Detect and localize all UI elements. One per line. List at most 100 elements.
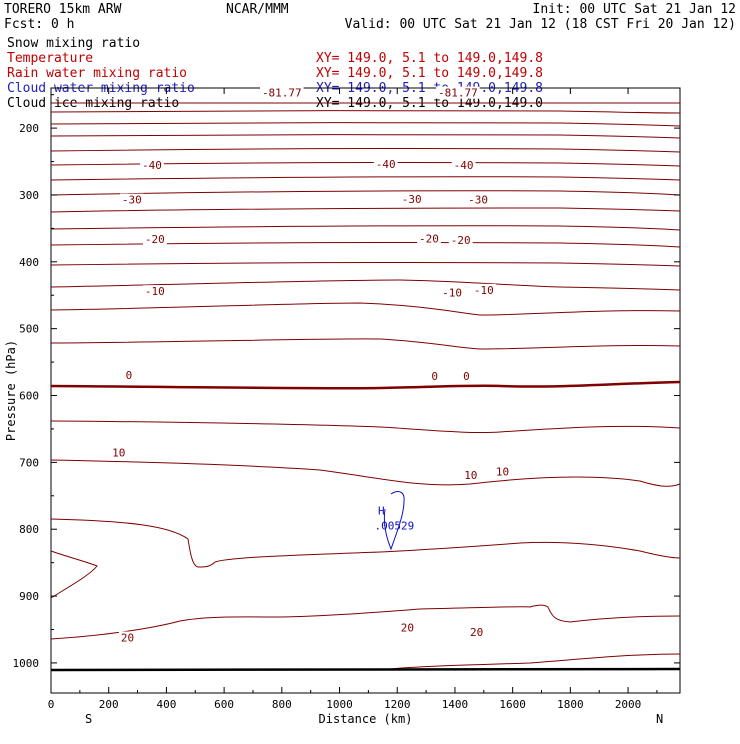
contour-label-bg	[373, 158, 398, 171]
init-time: Init: 00 UTC Sat 21 Jan 12	[533, 2, 737, 17]
isotherm-m20	[50, 262, 681, 267]
cloud-water-max-value: .00529	[374, 519, 414, 532]
isotherm-0	[50, 380, 681, 390]
contour-label-bg	[448, 233, 473, 246]
isotherm-p20	[50, 604, 681, 640]
contour-labels: -40 -40 -40 -30 -30 -30 -20 -20 -20 -10 -10 -10 0 0 0 1…	[110, 86, 512, 645]
contour-label-bg	[123, 368, 135, 381]
isotherm-label: 10	[496, 466, 509, 479]
isotherm-p25	[389, 653, 681, 670]
isotherm-p05	[50, 420, 681, 434]
isotherm-m50	[50, 176, 681, 181]
forecast-hour: Fcst: 0 h	[4, 17, 74, 32]
isotherm-label: -30	[122, 194, 142, 207]
south-label: S	[85, 712, 92, 726]
x-tick-label: 2000	[615, 698, 642, 711]
isotherm-label: -20	[451, 234, 471, 247]
isotherm-label: 0	[126, 369, 133, 382]
north-label: N	[656, 712, 663, 726]
axes: 0 200 400 600 800 1000 1200 1400 1600 1800 2000200…	[4, 88, 680, 726]
field-label: Snow mixing ratio	[7, 36, 140, 51]
isotherm-label: -10	[474, 284, 494, 297]
isotherm-label: -40	[142, 159, 162, 172]
y-tick-label: 200	[19, 122, 39, 135]
isotherm-m70a	[50, 122, 681, 127]
isotherm-p18-loop	[50, 550, 98, 599]
x-tick-label: 1000	[326, 698, 353, 711]
x-tick-label: 600	[214, 698, 234, 711]
org-title: NCAR/MMM	[226, 2, 289, 17]
x-tick-label: 1200	[384, 698, 411, 711]
contour-label-bg	[436, 86, 480, 99]
isotherm-p15	[50, 518, 681, 568]
contour-label-bg	[461, 370, 472, 383]
isotherm-label: -81.77	[438, 87, 478, 100]
isotherm-label: 10	[112, 446, 125, 459]
y-tick-label: 800	[19, 523, 39, 536]
field-label: Rain water mixing ratio	[7, 66, 187, 81]
x-tick-label: 1600	[499, 698, 526, 711]
cloud-water-max-marker: H	[378, 504, 385, 517]
model-title: TORERO 15km ARW	[4, 2, 122, 17]
field-label: Temperature	[7, 51, 93, 66]
contour-label-bg	[140, 158, 164, 171]
isotherm-m60	[50, 148, 681, 153]
isotherm-label: -10	[145, 285, 165, 298]
isotherm-m70b	[50, 134, 681, 139]
y-tick-label: 700	[19, 456, 39, 469]
contour-label-bg	[119, 193, 144, 206]
contour-label-bg	[471, 283, 496, 296]
contour-label-bg	[451, 158, 476, 171]
ground-surface-line	[50, 667, 681, 672]
isotherm-label: -30	[468, 194, 488, 207]
isotherm-m35	[50, 207, 681, 213]
contour-label-bg	[260, 86, 304, 99]
contour-label-bg	[493, 465, 512, 478]
isotherm-m30	[50, 225, 681, 231]
contour-label-bg	[399, 192, 424, 205]
contour-label-bg	[142, 233, 167, 246]
isotherm-p10	[50, 459, 681, 487]
isotherm-label: 20	[401, 621, 414, 634]
x-tick-label: 800	[272, 698, 292, 711]
cloud-water-contour	[383, 491, 405, 551]
y-tick-label: 900	[19, 590, 39, 603]
contour-label-bg	[462, 469, 480, 482]
isotherm-label: 0	[463, 370, 470, 383]
isotherm-label: 10	[464, 469, 477, 482]
y-tick-label: 400	[19, 256, 39, 269]
valid-time: Valid: 00 UTC Sat 21 Jan 12 (18 CST Fri …	[345, 17, 736, 32]
plot-frame	[50, 87, 681, 694]
isotherm-label: -10	[442, 287, 462, 300]
contour-label-bg	[118, 631, 137, 644]
x-tick-label: 400	[156, 698, 176, 711]
isotherm-label: -40	[454, 159, 474, 172]
isotherm-label: -40	[376, 158, 396, 171]
contour-label-bg	[429, 370, 441, 383]
header: TORERO 15km ARW NCAR/MMM Init: 00 UTC Sa…	[4, 2, 736, 32]
isotherm-label: -20	[419, 232, 439, 245]
y-tick-label: 1000	[13, 657, 40, 670]
y-axis-title: Pressure (hPa)	[4, 340, 18, 441]
x-tick-label: 1400	[442, 698, 469, 711]
contour-label-bg	[440, 286, 464, 299]
isotherm-label: 20	[470, 626, 483, 639]
x-axis-title: Distance (km)	[319, 712, 413, 726]
contour-label-bg	[467, 626, 486, 639]
x-tick-label: 1800	[557, 698, 584, 711]
contour-label-bg	[110, 446, 128, 459]
temperature-contours	[50, 102, 681, 670]
isotherm-m40	[50, 190, 681, 196]
contour-label-bg	[466, 193, 490, 206]
field-xy: XY= 149.0, 5.1 to 149.0,149.8	[316, 51, 543, 66]
isotherm-label: -20	[145, 233, 165, 246]
isotherm-label: -81.77	[262, 87, 302, 100]
field-xy: XY= 149.0, 5.1 to 149.0,149.8	[316, 66, 543, 81]
y-tick-label: 500	[19, 323, 39, 336]
isotherm-label: 20	[121, 632, 134, 645]
contour-label-bg	[142, 285, 167, 298]
y-tick-label: 300	[19, 189, 39, 202]
contour-label-bg	[417, 232, 441, 245]
